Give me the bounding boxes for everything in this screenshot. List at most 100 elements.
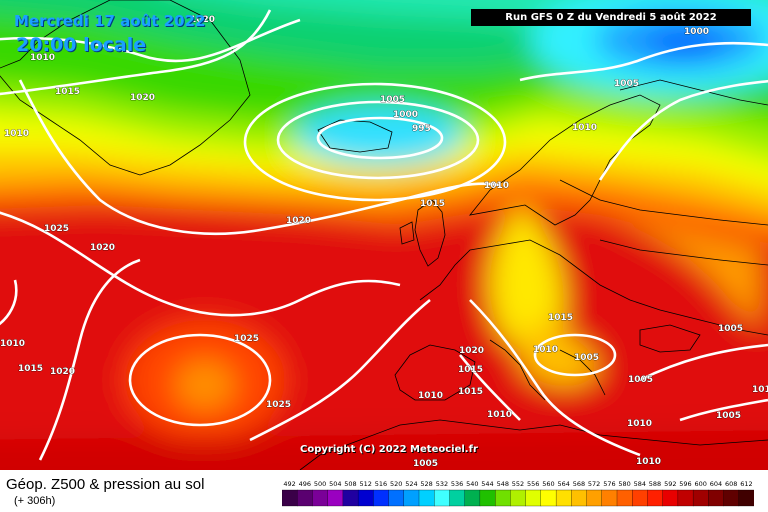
model-run-label: Run GFS 0 Z du Vendredi 5 août 2022 xyxy=(471,9,751,26)
scale-swatch xyxy=(586,489,603,507)
scale-swatch xyxy=(510,489,527,507)
isobar-label: 1005 xyxy=(614,79,639,89)
scale-tick-label: 544 xyxy=(481,480,493,488)
copyright-notice: Copyright (C) 2022 Meteociel.fr xyxy=(300,444,478,455)
scale-tick-label: 552 xyxy=(512,480,524,488)
isobar-label: 1015 xyxy=(548,313,573,323)
scale-swatch xyxy=(373,489,390,507)
scale-swatch xyxy=(677,489,694,507)
scale-swatch xyxy=(312,489,329,507)
scale-tick-label: 492 xyxy=(283,480,295,488)
isobar-label: 1010 xyxy=(418,391,443,401)
isobar-label: 1010 xyxy=(572,123,597,133)
isobar-label: 1010 xyxy=(533,345,558,355)
isobar-label: 1020 xyxy=(459,346,484,356)
isobar-label: 1005 xyxy=(628,375,653,385)
isobar-label: 1020 xyxy=(286,216,311,226)
map-legend-title: Géop. Z500 & pression au sol xyxy=(6,476,205,493)
scale-swatch xyxy=(692,489,709,507)
isobar-labels: 1020 1010 1015 1020 1010 1005 1000 995 1… xyxy=(0,15,768,470)
scale-swatch xyxy=(601,489,618,507)
scale-swatch xyxy=(403,489,420,507)
isobar-label: 1005 xyxy=(380,95,405,105)
scale-tick-label: 532 xyxy=(436,480,448,488)
z500-color-field xyxy=(0,0,768,470)
scale-swatch xyxy=(616,489,633,507)
scale-swatch xyxy=(632,489,648,507)
isobar-label: 1010 xyxy=(636,457,661,467)
scale-tick-label: 584 xyxy=(634,480,646,488)
scale-swatch xyxy=(571,489,587,507)
scale-swatch xyxy=(297,489,313,507)
forecast-local-time: 20:00 locale xyxy=(16,34,147,56)
scale-tick-label: 536 xyxy=(451,480,463,488)
scale-tick-label: 604 xyxy=(710,480,722,488)
scale-tick-label: 608 xyxy=(725,480,737,488)
scale-tick-label: 572 xyxy=(588,480,600,488)
geopotential-map: 1020 1010 1015 1020 1010 1005 1000 995 1… xyxy=(0,0,768,470)
isobar-label: 1005 xyxy=(716,411,741,421)
scale-swatch xyxy=(525,489,542,507)
isobar-label: 1020 xyxy=(130,93,155,103)
isobar-label: 1010 xyxy=(4,129,29,139)
scale-tick-label: 564 xyxy=(557,480,569,488)
scale-swatch xyxy=(418,489,435,507)
isobar-label: 1025 xyxy=(266,400,291,410)
scale-swatch xyxy=(388,489,405,507)
scale-swatch xyxy=(357,489,374,507)
scale-tick-label: 588 xyxy=(649,480,661,488)
scale-swatch xyxy=(327,489,344,507)
forecast-lead-time: (+ 306h) xyxy=(14,495,56,507)
scale-swatch xyxy=(342,489,359,507)
color-scale-legend: 492 496 500 504 508 512 516 520 524 528 532 536 540 5… xyxy=(282,480,754,507)
scale-swatch xyxy=(282,489,298,507)
isobar-label: 1020 xyxy=(50,367,75,377)
scale-tick-label: 560 xyxy=(542,480,554,488)
scale-tick-label: 500 xyxy=(314,480,326,488)
scale-swatch xyxy=(708,489,724,507)
scale-tick-label: 556 xyxy=(527,480,539,488)
scale-tick-label: 516 xyxy=(375,480,387,488)
scale-tick-label: 524 xyxy=(405,480,417,488)
scale-tick-label: 576 xyxy=(603,480,615,488)
scale-swatch xyxy=(662,489,679,507)
isobar-label: 1025 xyxy=(44,224,69,234)
scale-tick-label: 496 xyxy=(299,480,311,488)
isobar-label: 1010 xyxy=(627,419,652,429)
isobar-label: 1000 xyxy=(684,27,709,37)
isobar-label: 1020 xyxy=(90,243,115,253)
scale-tick-label: 540 xyxy=(466,480,478,488)
scale-swatch xyxy=(723,489,740,507)
scale-swatch xyxy=(555,489,572,507)
isobar-label: 1020 xyxy=(190,15,215,25)
isobar-label: 1015 xyxy=(18,364,43,374)
isobar-label: 1010 xyxy=(487,410,512,420)
isobar-label: 1015 xyxy=(55,87,80,97)
isobar-label: 995 xyxy=(412,124,431,134)
scale-swatch xyxy=(540,489,557,507)
isobar-label: 1005 xyxy=(718,324,743,334)
isobar-label: 1000 xyxy=(393,110,418,120)
scale-tick-label: 504 xyxy=(329,480,341,488)
scale-tick-label: 548 xyxy=(497,480,509,488)
scale-tick-label: 612 xyxy=(740,480,752,488)
scale-tick-label: 580 xyxy=(618,480,630,488)
scale-tick-label: 520 xyxy=(390,480,402,488)
forecast-date: Mercredi 17 août 2022 xyxy=(14,12,206,30)
isobar-label: 1010 xyxy=(30,53,55,63)
isobar-label: 1015 xyxy=(458,365,483,375)
scale-swatch xyxy=(434,489,450,507)
scale-swatch xyxy=(479,489,496,507)
scale-tick-label: 512 xyxy=(359,480,371,488)
isobar-label: 1015 xyxy=(420,199,445,209)
isobar-label: 1025 xyxy=(234,334,259,344)
scale-swatch xyxy=(464,489,481,507)
scale-tick-label: 508 xyxy=(344,480,356,488)
scale-tick-label: 528 xyxy=(420,480,432,488)
isobar-label: 1010 xyxy=(752,385,768,395)
scale-swatch xyxy=(647,489,664,507)
isobar-label: 1005 xyxy=(574,353,599,363)
scale-tick-label: 592 xyxy=(664,480,676,488)
isobar-label: 1005 xyxy=(413,459,438,469)
